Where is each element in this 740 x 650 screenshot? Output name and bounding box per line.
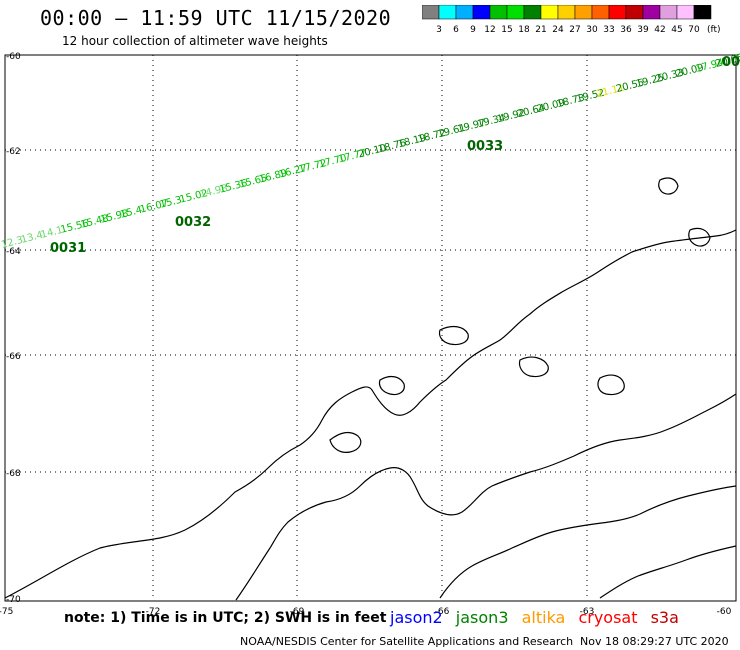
scale-unit: (ft) — [707, 25, 721, 35]
scale-label: 39 — [637, 25, 649, 35]
scale-label: 36 — [620, 25, 632, 35]
scale-label: 27 — [569, 25, 580, 35]
credit-line: NOAA/NESDIS Center for Satellite Applica… — [240, 635, 574, 648]
scale-label: 30 — [586, 25, 598, 35]
lat-tick-label: -68 — [6, 469, 21, 479]
scale-label: 3 — [436, 25, 442, 35]
swh-value: 15.4 — [119, 205, 143, 221]
footer-note: note: 1) Time is in UTC; 2) SWH is in fe… — [64, 610, 387, 626]
swh-value: 12.3 — [0, 235, 24, 251]
credit-timestamp: Nov 18 08:29:27 UTC 2020 — [580, 635, 729, 648]
scale-label: 24 — [552, 25, 564, 35]
lat-tick-label: -60 — [6, 52, 21, 62]
scale-label: 9 — [470, 25, 476, 35]
legend-jason3: jason3 — [455, 608, 509, 627]
lon-tick-label: -72 — [146, 607, 161, 617]
graticule: -60 -62 -64 -66 -68 -70 -75 -72 -69 -66 -63 -60 — [0, 52, 736, 617]
lon-tick-label: -75 — [0, 607, 13, 617]
satellite-legend: jason2 jason3 altika cryosat s3a — [390, 608, 687, 627]
pass-label: 0032 — [175, 215, 211, 230]
lon-tick-label: -60 — [717, 607, 732, 617]
swh-value: 13.4 — [20, 230, 44, 246]
legend-jason2: jason2 — [390, 608, 443, 627]
swh-value: 20.05 — [714, 52, 740, 70]
scale-label: 45 — [671, 25, 682, 35]
scale-label: 15 — [501, 25, 512, 35]
scale-label: 21 — [535, 25, 546, 35]
swh-value: 15.3 — [159, 195, 183, 211]
scale-label: 70 — [688, 25, 700, 35]
lat-tick-label: -70 — [6, 595, 21, 605]
scale-label: 33 — [603, 25, 614, 35]
lat-tick-label: -64 — [6, 247, 21, 257]
pass-label: 0031 — [50, 241, 86, 256]
lon-tick-label: -66 — [435, 607, 450, 617]
coastline — [4, 177, 737, 601]
legend-cryosat: cryosat — [578, 608, 638, 627]
page-title: 00:00 – 11:59 UTC 11/15/2020 — [40, 6, 392, 30]
pass-label: 0033 — [467, 139, 503, 154]
wave-height-color-scale: 3 6 9 12 15 18 21 24 27 30 33 36 39 42 45 70 (ft) — [422, 5, 721, 35]
pass-labels: 0031 0032 0033 00 — [50, 55, 740, 256]
legend-altika: altika — [521, 608, 566, 627]
pass-label: 00 — [722, 55, 740, 70]
page-subtitle: 12 hour collection of altimeter wave hei… — [62, 34, 328, 48]
legend-s3a: s3a — [650, 608, 679, 627]
lon-tick-label: -63 — [580, 607, 595, 617]
lon-tick-label: -69 — [290, 607, 305, 617]
satellite-track: 12.313.414.115.5615.4815.9815.416.0715.3… — [0, 49, 740, 251]
scale-label: 18 — [518, 25, 530, 35]
lat-tick-label: -66 — [6, 352, 21, 362]
map-frame — [4, 54, 737, 602]
lat-tick-label: -62 — [6, 147, 21, 157]
swh-value: 18.0 — [734, 49, 740, 65]
scale-label: 42 — [654, 25, 665, 35]
scale-swatch — [693, 5, 712, 20]
scale-label: 6 — [453, 25, 459, 35]
scale-label: 12 — [484, 25, 495, 35]
swh-value: 14.1 — [40, 225, 64, 241]
